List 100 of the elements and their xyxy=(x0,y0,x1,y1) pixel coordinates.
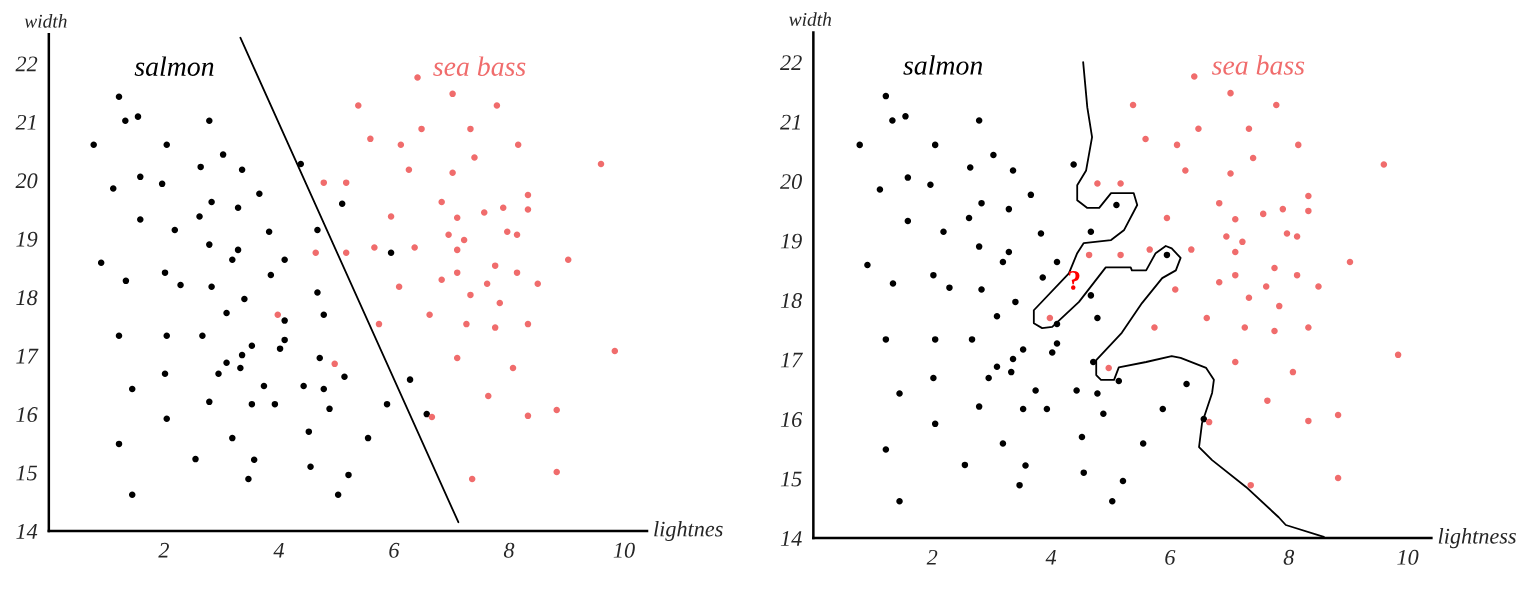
point xyxy=(1117,180,1124,187)
point xyxy=(524,206,532,213)
point xyxy=(463,320,470,328)
y-axis-title: width xyxy=(789,12,832,26)
x-tick-label: 2 xyxy=(158,542,169,558)
point xyxy=(1315,283,1322,290)
point xyxy=(355,102,362,109)
point xyxy=(1117,251,1124,259)
point xyxy=(1259,210,1267,218)
point xyxy=(1085,251,1093,259)
point xyxy=(491,262,499,269)
point xyxy=(1241,324,1249,331)
point xyxy=(493,102,501,109)
point xyxy=(471,154,478,161)
y-tick-label: 15 xyxy=(780,471,802,487)
point xyxy=(411,244,418,251)
x-axis-title: lightness xyxy=(1438,528,1516,549)
point xyxy=(513,231,521,238)
point xyxy=(331,360,338,368)
point xyxy=(534,280,541,288)
point xyxy=(513,269,521,276)
y-tick-label: 17 xyxy=(16,348,39,364)
point xyxy=(524,320,532,328)
y-tick-label: 16 xyxy=(16,407,38,423)
point xyxy=(1232,358,1239,366)
point xyxy=(1334,474,1342,482)
y-tick-label: 16 xyxy=(780,412,803,428)
point xyxy=(1245,125,1253,133)
y-tick-label: 14 xyxy=(16,524,38,539)
point xyxy=(1346,258,1354,266)
x-axis-title: lightnes xyxy=(654,520,723,542)
x-tick-label: 6 xyxy=(1165,549,1176,565)
point xyxy=(1129,101,1137,109)
x-tick-label: 6 xyxy=(389,542,400,558)
point xyxy=(1249,154,1257,162)
y-tick-label: 19 xyxy=(16,231,38,247)
point xyxy=(1283,230,1291,237)
y-tick-label: 21 xyxy=(15,114,36,130)
x-tick-label: 4 xyxy=(1045,549,1057,565)
point xyxy=(1305,417,1312,425)
point xyxy=(1264,397,1271,404)
point xyxy=(1273,101,1280,109)
point xyxy=(1293,271,1301,279)
point xyxy=(375,320,383,328)
y-tick-label: 21 xyxy=(780,114,800,130)
point xyxy=(483,280,491,288)
point xyxy=(367,135,374,143)
x-tick-label: 8 xyxy=(503,542,515,558)
point xyxy=(504,228,511,236)
point xyxy=(460,236,468,244)
point xyxy=(1195,125,1202,133)
y-tick-label: 20 xyxy=(780,174,802,190)
point xyxy=(1305,324,1312,331)
y-tick-label: 22 xyxy=(780,55,802,70)
y-tick-label: 20 xyxy=(15,173,38,189)
point xyxy=(1146,246,1153,253)
y-tick-label: 17 xyxy=(780,352,804,368)
point xyxy=(553,468,560,476)
point xyxy=(449,90,456,98)
point xyxy=(509,364,517,372)
point xyxy=(1247,481,1254,489)
point xyxy=(611,347,619,355)
annotation: ? xyxy=(1068,271,1080,290)
y-tick-label: 18 xyxy=(780,293,802,309)
point xyxy=(438,276,445,283)
point xyxy=(445,231,452,238)
point xyxy=(342,249,350,257)
point xyxy=(1046,314,1054,322)
point xyxy=(496,299,504,307)
x-tick-label: 10 xyxy=(1397,549,1419,565)
point xyxy=(597,160,605,168)
point xyxy=(1215,199,1223,207)
series-label: sea bass xyxy=(433,56,526,76)
point xyxy=(1182,167,1189,174)
point xyxy=(1262,283,1270,290)
point xyxy=(1203,314,1211,322)
point xyxy=(485,392,492,400)
y-tick-label: 19 xyxy=(780,233,802,249)
point xyxy=(418,125,425,133)
point xyxy=(387,213,395,220)
point xyxy=(524,412,532,420)
point xyxy=(1105,364,1112,372)
point xyxy=(1305,192,1312,200)
point xyxy=(342,179,350,186)
point xyxy=(1394,351,1402,359)
point xyxy=(1245,294,1253,302)
y-tick-label: 18 xyxy=(16,290,38,306)
point xyxy=(1227,170,1234,177)
point xyxy=(1279,205,1287,213)
point xyxy=(1151,324,1158,331)
point xyxy=(1232,271,1239,279)
point xyxy=(1293,233,1301,240)
point xyxy=(453,246,461,254)
point xyxy=(1172,286,1179,293)
series-label: salmon xyxy=(903,55,983,75)
point xyxy=(320,179,328,186)
point xyxy=(1271,327,1278,335)
point xyxy=(453,214,461,221)
point xyxy=(428,413,436,421)
point xyxy=(1173,141,1181,149)
